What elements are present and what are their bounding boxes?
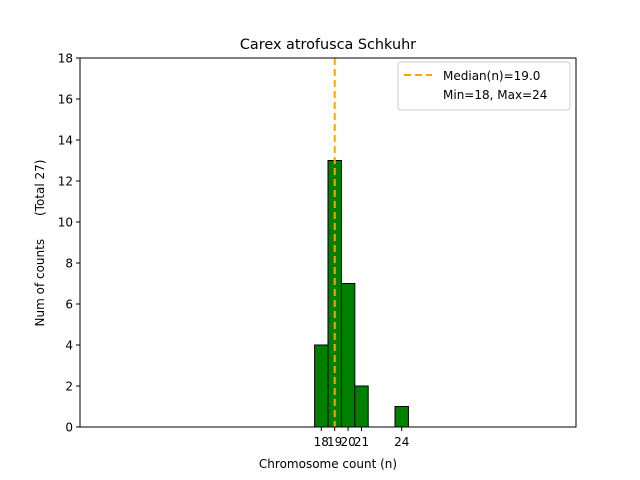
x-tick-label: 19	[327, 435, 342, 449]
bar-20	[340, 283, 356, 428]
chart-title: Carex atrofusca Schkuhr	[240, 37, 416, 53]
legend-entry: Min=18, Max=24	[443, 88, 547, 102]
y-tick-label: 14	[58, 134, 73, 148]
bar-18	[314, 344, 329, 428]
y-tick-label: 12	[58, 175, 73, 189]
legend-entry: Median(n)=19.0	[443, 69, 540, 83]
y-tick-label: 4	[65, 339, 73, 353]
y-tick-label: 18	[58, 52, 73, 66]
plot-area	[80, 58, 436, 428]
bar-24	[394, 406, 409, 428]
axes-frame	[79, 57, 577, 428]
x-tick-label: 24	[394, 435, 409, 449]
bar-21	[354, 385, 369, 428]
y-tick-label: 0	[65, 421, 73, 435]
legend-box	[397, 61, 571, 111]
y-axis-label: Num of counts (Total 27)	[33, 160, 47, 327]
x-tick-label: 20	[340, 435, 355, 449]
legend: Median(n)=19.0 Min=18, Max=24	[397, 61, 571, 111]
y-tick-label: 6	[65, 298, 73, 312]
x-tick-label: 21	[354, 435, 369, 449]
x-tick-label: 18	[314, 435, 329, 449]
y-tick-label: 2	[65, 380, 73, 394]
y-tick-label: 16	[58, 93, 73, 107]
x-axis-label: Chromosome count (n)	[259, 457, 397, 471]
y-tick-label: 10	[58, 216, 73, 230]
y-tick-label: 8	[65, 257, 73, 271]
